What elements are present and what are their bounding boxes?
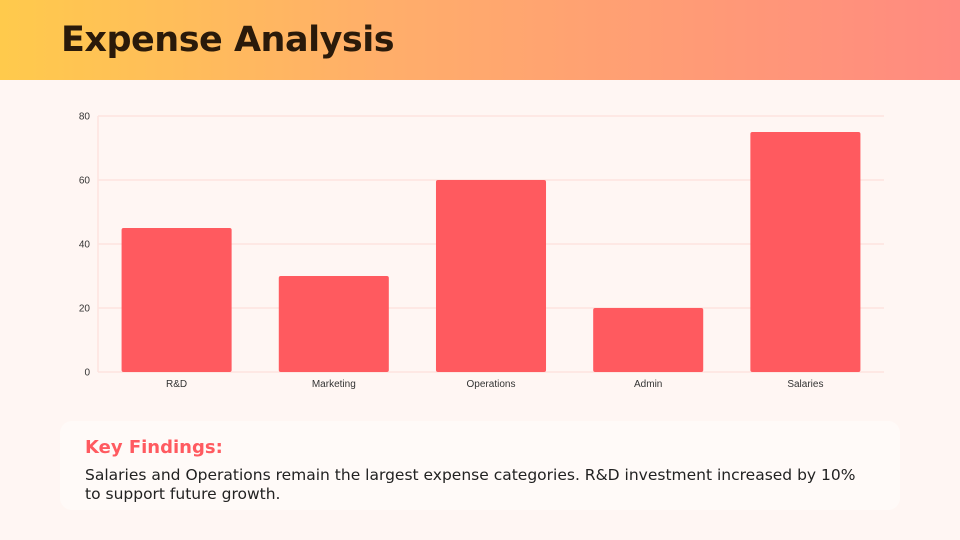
bar — [750, 132, 861, 372]
page-title: Expense Analysis — [61, 20, 395, 60]
bar — [121, 228, 232, 372]
key-findings-heading: Key Findings: — [85, 437, 223, 458]
y-tick-label: 0 — [84, 368, 90, 379]
x-tick-label: Operations — [467, 379, 516, 390]
y-tick-label: 80 — [79, 112, 91, 123]
key-findings-box: Key Findings: Salaries and Operations re… — [60, 421, 900, 510]
bar — [593, 308, 704, 372]
x-tick-label: Marketing — [312, 379, 356, 390]
bar — [435, 180, 547, 372]
x-tick-label: R&D — [166, 379, 187, 390]
bar — [278, 276, 389, 372]
header-banner: Expense Analysis — [0, 0, 960, 80]
x-tick-label: Admin — [634, 379, 662, 390]
key-findings-text: Salaries and Operations remain the large… — [85, 466, 856, 503]
y-tick-label: 60 — [79, 176, 91, 187]
y-tick-label: 20 — [79, 304, 91, 315]
y-tick-label: 40 — [79, 240, 91, 251]
x-tick-label: Salaries — [787, 379, 823, 390]
